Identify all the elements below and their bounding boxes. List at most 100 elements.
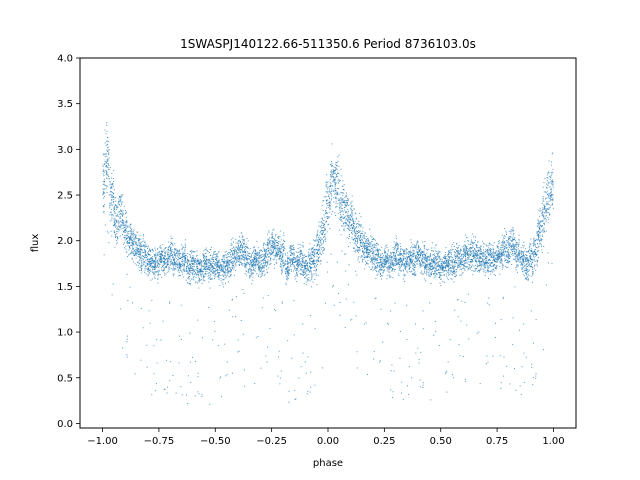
data-point	[189, 256, 191, 258]
data-point	[355, 241, 357, 243]
data-point	[210, 260, 212, 262]
data-point	[344, 216, 346, 218]
data-point	[394, 245, 396, 247]
data-point	[264, 255, 266, 257]
data-point	[223, 260, 225, 262]
data-point	[242, 251, 244, 253]
data-point	[411, 251, 413, 253]
data-point	[238, 240, 240, 242]
data-point	[220, 266, 222, 268]
data-point	[102, 206, 104, 208]
data-point	[181, 262, 183, 264]
data-point	[212, 253, 214, 255]
data-point	[358, 249, 360, 251]
data-point	[160, 262, 162, 264]
data-point	[334, 169, 336, 171]
data-point	[144, 241, 146, 243]
data-point	[222, 274, 224, 276]
data-point	[267, 254, 269, 256]
data-point	[162, 258, 164, 260]
data-point	[121, 214, 123, 216]
data-point	[196, 264, 198, 266]
data-point	[343, 201, 345, 203]
data-point	[274, 240, 276, 242]
data-point	[272, 241, 274, 243]
data-point	[311, 253, 313, 255]
data-point	[321, 227, 323, 229]
data-point	[134, 254, 136, 256]
data-point	[394, 259, 396, 261]
data-point	[232, 264, 234, 266]
data-point	[141, 245, 143, 247]
data-point	[307, 251, 309, 253]
data-point	[197, 372, 199, 374]
data-point	[246, 263, 248, 265]
data-point	[349, 214, 351, 216]
data-point	[360, 233, 362, 235]
data-point	[342, 214, 344, 216]
data-point	[288, 270, 290, 272]
data-point	[399, 254, 401, 256]
data-point	[351, 212, 353, 214]
data-point	[259, 273, 261, 275]
data-point	[408, 258, 410, 260]
data-point	[220, 264, 222, 266]
data-point	[189, 282, 190, 284]
data-point	[179, 258, 181, 260]
data-point	[169, 253, 171, 255]
data-point	[276, 255, 278, 257]
data-point	[113, 208, 115, 210]
data-point	[418, 254, 420, 256]
data-point	[184, 250, 186, 252]
data-point	[385, 257, 387, 259]
data-point	[258, 255, 260, 257]
data-point	[230, 268, 232, 270]
data-point	[240, 244, 242, 246]
data-point	[113, 169, 115, 171]
data-point	[212, 261, 214, 263]
data-point	[302, 323, 304, 325]
data-point	[192, 255, 194, 257]
data-point	[144, 245, 146, 247]
data-point	[108, 169, 110, 171]
data-point	[305, 272, 307, 274]
data-point	[145, 265, 147, 267]
data-point	[308, 277, 310, 279]
data-point	[235, 257, 237, 259]
data-point	[202, 261, 204, 263]
data-point	[287, 259, 289, 261]
data-point	[117, 228, 119, 230]
data-point	[212, 266, 214, 268]
data-point	[397, 242, 399, 244]
data-point	[312, 262, 314, 264]
data-point	[370, 246, 372, 248]
data-point	[193, 270, 195, 272]
data-point	[243, 254, 245, 256]
data-point	[283, 239, 285, 241]
data-point	[209, 262, 211, 264]
data-point	[192, 278, 194, 280]
data-point	[406, 270, 408, 272]
data-point	[243, 242, 245, 244]
data-point	[176, 264, 178, 266]
data-point	[131, 258, 133, 259]
data-point	[157, 254, 159, 256]
data-point	[188, 276, 190, 278]
data-point	[233, 247, 235, 249]
data-point	[366, 242, 368, 244]
data-point	[420, 264, 422, 266]
data-point	[321, 229, 323, 231]
data-point	[157, 248, 159, 250]
data-point	[340, 216, 342, 218]
data-point	[315, 272, 317, 274]
data-point	[122, 222, 124, 224]
data-point	[175, 392, 177, 394]
data-point	[169, 380, 171, 382]
data-point	[319, 249, 321, 251]
data-point	[149, 248, 151, 250]
data-point	[157, 254, 159, 256]
data-point	[190, 268, 192, 270]
data-point	[388, 271, 390, 273]
data-point	[189, 280, 191, 282]
data-point	[136, 247, 138, 249]
